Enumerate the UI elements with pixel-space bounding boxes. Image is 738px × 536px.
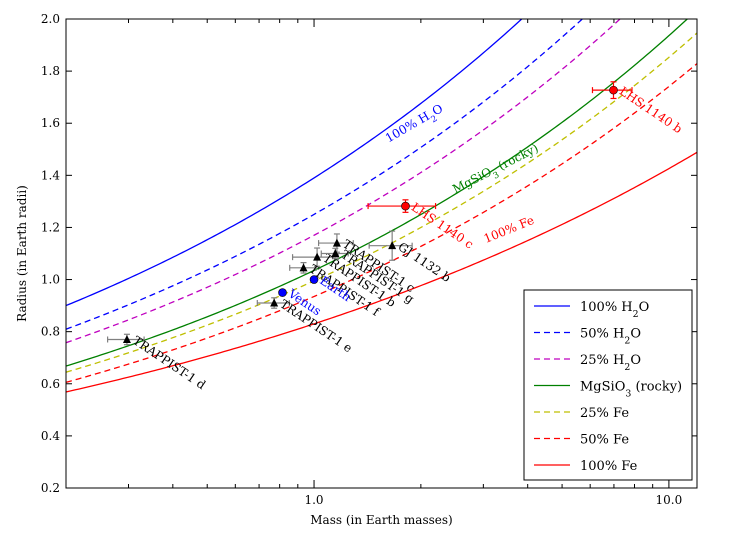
curve-label-0: 100% H2O	[383, 101, 448, 150]
point-marker	[299, 263, 308, 272]
legend-label: 100% Fe	[580, 459, 638, 474]
curve-0	[66, 19, 523, 307]
point-marker	[313, 252, 322, 261]
y-tick-label: 1.0	[41, 273, 60, 287]
legend-label: 25% Fe	[580, 406, 629, 421]
point-2: TRAPPIST-1 d	[107, 333, 208, 392]
curve-3	[66, 19, 689, 367]
curve-6	[66, 151, 697, 393]
x-tick-label: 1.0	[304, 493, 323, 507]
point-marker	[332, 238, 341, 247]
legend-item-5: 50% Fe	[534, 433, 629, 448]
legend-item-0: 100% H2O	[534, 300, 649, 320]
x-axis-label: Mass (in Earth masses)	[310, 513, 452, 527]
y-axis: 0.2 0.4 0.6 0.8 1.0 1.2 1.4 1.6 1.8 2.0	[41, 12, 697, 495]
y-tick-label: 1.4	[41, 168, 60, 182]
point-label: LHS 1140 b	[617, 84, 685, 136]
y-tick-label: 0.6	[41, 377, 60, 391]
point-marker	[278, 288, 287, 297]
y-axis-label: Radius (in Earth radii)	[15, 185, 29, 322]
legend-label: 50% H2O	[580, 327, 641, 347]
y-tick-label: 1.6	[41, 116, 60, 130]
point-marker	[122, 334, 131, 343]
curve-1	[66, 19, 584, 330]
point-label: LHS 1140 c	[409, 200, 476, 252]
legend-item-4: 25% Fe	[534, 406, 629, 421]
curve-2	[66, 19, 622, 344]
y-tick-label: 0.4	[41, 429, 60, 443]
point-10: LHS 1140 b	[591, 81, 685, 136]
y-tick-label: 2.0	[41, 12, 60, 26]
point-label: TRAPPIST-1 d	[130, 333, 208, 392]
legend-item-2: 25% H2O	[534, 353, 641, 373]
legend-item-1: 50% H2O	[534, 327, 641, 347]
legend: 100% H2O 50% H2O 25% H2O MgSiO3 (rocky) 25% …	[523, 289, 693, 481]
axes-frame	[65, 18, 698, 489]
legend-label: 100% H2O	[580, 300, 649, 320]
y-tick-label: 1.8	[41, 64, 60, 78]
legend-item-3: MgSiO3 (rocky)	[534, 380, 682, 400]
y-tick-label: 1.2	[41, 220, 60, 234]
point-marker	[309, 275, 319, 284]
point-marker	[401, 201, 410, 211]
x-tick-label: 10.0	[656, 493, 683, 507]
curve-5	[66, 63, 697, 383]
curve-label-1: MgSiO3 (rocky)	[450, 141, 543, 201]
legend-item-6: 100% Fe	[534, 459, 638, 474]
legend-label: MgSiO3 (rocky)	[580, 380, 682, 400]
legend-label: 25% H2O	[580, 353, 641, 373]
point-marker	[388, 241, 397, 250]
legend-label: 50% Fe	[580, 433, 629, 448]
curve-4	[66, 32, 697, 373]
model-curves	[66, 19, 697, 393]
y-tick-label: 0.8	[41, 325, 60, 339]
point-marker	[609, 85, 618, 95]
point-marker	[331, 249, 340, 257]
x-axis: 1.0 10.0	[65, 19, 683, 507]
point-marker	[270, 298, 279, 307]
y-tick-label: 0.2	[41, 481, 60, 495]
